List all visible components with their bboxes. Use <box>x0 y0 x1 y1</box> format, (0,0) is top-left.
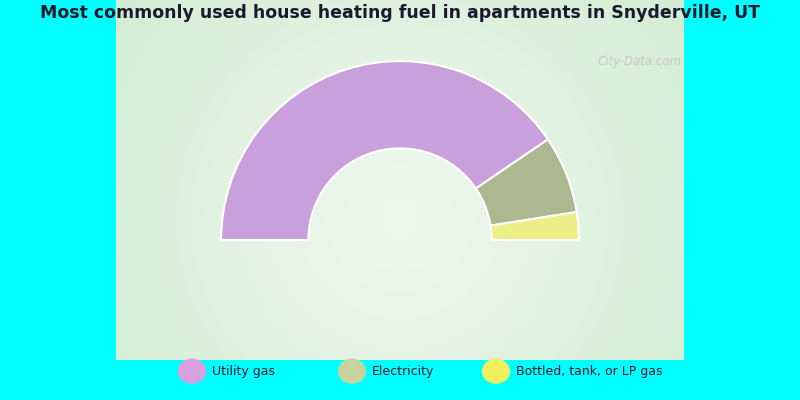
Circle shape <box>210 28 590 400</box>
Circle shape <box>59 0 741 400</box>
Wedge shape <box>221 61 548 240</box>
Circle shape <box>74 0 726 400</box>
Circle shape <box>280 98 520 338</box>
Circle shape <box>306 124 494 312</box>
Circle shape <box>249 67 551 369</box>
Circle shape <box>227 45 573 391</box>
Circle shape <box>162 0 638 400</box>
Circle shape <box>110 0 690 400</box>
Circle shape <box>266 84 534 352</box>
Circle shape <box>285 103 515 333</box>
Circle shape <box>352 170 448 266</box>
Circle shape <box>218 36 582 400</box>
Circle shape <box>186 4 614 400</box>
Circle shape <box>347 165 453 271</box>
Circle shape <box>107 0 693 400</box>
Circle shape <box>321 139 479 297</box>
Circle shape <box>62 0 738 400</box>
Circle shape <box>81 0 719 400</box>
Circle shape <box>131 0 669 400</box>
Circle shape <box>208 26 592 400</box>
Circle shape <box>314 132 486 304</box>
Circle shape <box>117 0 683 400</box>
Circle shape <box>278 96 522 340</box>
Circle shape <box>57 0 743 400</box>
Circle shape <box>215 33 585 400</box>
Circle shape <box>213 31 587 400</box>
Circle shape <box>323 141 477 295</box>
Circle shape <box>239 57 561 379</box>
Circle shape <box>83 0 717 400</box>
Circle shape <box>16 0 784 400</box>
Circle shape <box>35 0 765 400</box>
Circle shape <box>302 120 498 316</box>
Circle shape <box>318 136 482 300</box>
Circle shape <box>335 153 465 283</box>
Circle shape <box>237 55 563 381</box>
Circle shape <box>198 16 602 400</box>
Circle shape <box>383 201 417 235</box>
Circle shape <box>196 14 604 400</box>
Circle shape <box>294 112 506 324</box>
Circle shape <box>330 148 470 288</box>
Circle shape <box>191 9 609 400</box>
Circle shape <box>50 0 750 400</box>
Ellipse shape <box>178 358 206 384</box>
Circle shape <box>93 0 707 400</box>
Circle shape <box>160 0 640 400</box>
Circle shape <box>90 0 710 400</box>
Circle shape <box>21 0 779 400</box>
Circle shape <box>371 189 429 247</box>
Circle shape <box>254 72 546 364</box>
Circle shape <box>47 0 753 400</box>
Circle shape <box>40 0 760 400</box>
Circle shape <box>242 60 558 376</box>
Circle shape <box>194 12 606 400</box>
Circle shape <box>354 172 446 264</box>
Circle shape <box>148 0 652 400</box>
Circle shape <box>311 129 489 307</box>
Circle shape <box>182 0 618 400</box>
Circle shape <box>119 0 681 400</box>
Circle shape <box>38 0 762 400</box>
Circle shape <box>390 208 410 228</box>
Circle shape <box>179 0 621 400</box>
Circle shape <box>256 74 544 362</box>
Circle shape <box>6 0 794 400</box>
Circle shape <box>136 0 664 400</box>
Circle shape <box>174 0 626 400</box>
Circle shape <box>338 156 462 280</box>
Circle shape <box>165 0 635 400</box>
Circle shape <box>88 0 712 400</box>
Circle shape <box>112 0 688 400</box>
Text: Most commonly used house heating fuel in apartments in Snyderville, UT: Most commonly used house heating fuel in… <box>40 4 760 22</box>
Circle shape <box>273 91 527 345</box>
Circle shape <box>201 19 599 400</box>
Circle shape <box>299 117 501 319</box>
Wedge shape <box>476 140 577 226</box>
Circle shape <box>364 182 436 254</box>
Circle shape <box>326 144 474 292</box>
Circle shape <box>297 115 503 321</box>
Circle shape <box>222 40 578 396</box>
Circle shape <box>155 0 645 400</box>
Circle shape <box>357 175 443 261</box>
Circle shape <box>395 213 405 223</box>
Circle shape <box>246 64 554 372</box>
Circle shape <box>177 0 623 400</box>
Circle shape <box>76 0 724 400</box>
